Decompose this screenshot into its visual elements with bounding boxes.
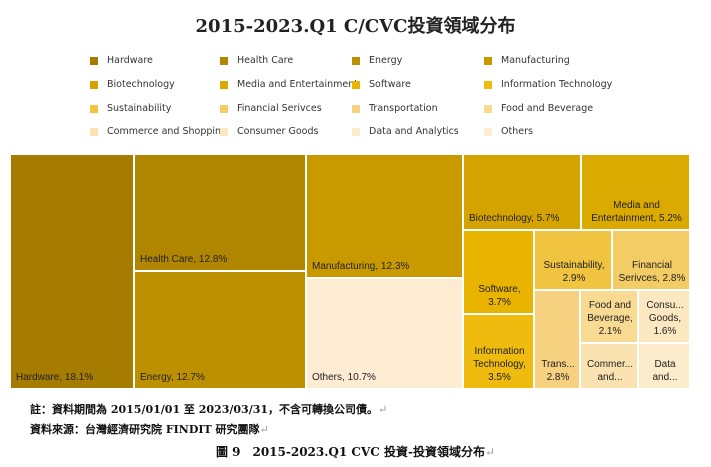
treemap-tile-label: Others, 10.7% bbox=[312, 372, 376, 383]
data-source-note: 資料來源：台灣經濟研究院 FINDIT 研究團隊↵ bbox=[30, 423, 269, 436]
legend-swatch bbox=[352, 56, 360, 65]
treemap-tile-label: Biotechnology, 5.7% bbox=[469, 213, 560, 224]
legend-swatch bbox=[484, 127, 492, 136]
legend-item: Data and Analytics bbox=[352, 126, 459, 137]
legend-label: Food and Beverage bbox=[501, 103, 594, 114]
treemap-tile-label: Hardware, 18.1% bbox=[16, 372, 94, 383]
treemap-tile: Manufacturing, 12.3% bbox=[306, 154, 463, 278]
treemap-tile: Consu... Goods, 1.6% bbox=[638, 290, 690, 343]
legend-item: Others bbox=[484, 126, 533, 137]
treemap-tile: Food and Beverage, 2.1% bbox=[580, 290, 638, 343]
treemap-tile: Trans... 2.8% bbox=[534, 290, 580, 389]
legend-label: Sustainability bbox=[107, 103, 172, 114]
treemap-tile: Commer... and... bbox=[580, 343, 638, 389]
treemap-tile: Energy, 12.7% bbox=[134, 271, 306, 389]
legend-label: Data and Analytics bbox=[369, 126, 459, 137]
legend-item: Biotechnology bbox=[90, 79, 175, 90]
treemap-tile-label: Software, 3.7% bbox=[478, 284, 521, 308]
treemap-tile-label: Energy, 12.7% bbox=[140, 372, 205, 383]
legend-item: Manufacturing bbox=[484, 55, 570, 66]
legend-label: Commerce and Shopping bbox=[107, 126, 228, 137]
legend-label: Media and Entertainment bbox=[237, 79, 358, 90]
treemap: Hardware, 18.1% Health Care, 12.8% Energy,… bbox=[10, 154, 690, 389]
legend-swatch bbox=[90, 80, 98, 89]
legend-item: Software bbox=[352, 79, 411, 90]
legend: Hardware Health Care Energy Manufacturing Bi… bbox=[90, 55, 650, 145]
treemap-tile-label: Consu... Goods, 1.6% bbox=[646, 300, 684, 337]
legend-label: Others bbox=[501, 126, 533, 137]
legend-swatch bbox=[220, 80, 228, 89]
legend-label: Energy bbox=[369, 55, 403, 66]
treemap-tile: Biotechnology, 5.7% bbox=[463, 154, 581, 230]
legend-label: Software bbox=[369, 79, 411, 90]
treemap-tile: Hardware, 18.1% bbox=[10, 154, 134, 389]
legend-item: Consumer Goods bbox=[220, 126, 318, 137]
legend-label: Information Technology bbox=[501, 79, 613, 90]
legend-swatch bbox=[352, 80, 360, 89]
treemap-tile-label: Media and Entertainment, 5.2% bbox=[591, 200, 682, 224]
legend-item: Health Care bbox=[220, 55, 293, 66]
figure-caption: 圖 9 2015-2023.Q1 CVC 投資-投資領域分布↵ bbox=[215, 445, 496, 459]
legend-swatch bbox=[220, 104, 228, 113]
legend-item: Food and Beverage bbox=[484, 103, 593, 114]
legend-label: Biotechnology bbox=[107, 79, 175, 90]
legend-label: Transportation bbox=[369, 103, 438, 114]
treemap-tile: Information Technology, 3.5% bbox=[463, 314, 534, 389]
legend-item: Hardware bbox=[90, 55, 153, 66]
treemap-tile-label: Health Care, 12.8% bbox=[140, 254, 228, 265]
legend-label: Financial Serivces bbox=[237, 103, 322, 114]
legend-label: Manufacturing bbox=[501, 55, 570, 66]
legend-item: Media and Entertainment bbox=[220, 79, 358, 90]
treemap-tile-label: Trans... 2.8% bbox=[541, 359, 575, 383]
legend-swatch bbox=[90, 56, 98, 65]
legend-swatch bbox=[90, 104, 98, 113]
chart-title: 2015-2023.Q1 C/CVC投資領域分布 bbox=[195, 16, 516, 37]
legend-item: Transportation bbox=[352, 103, 438, 114]
treemap-tile: Software, 3.7% bbox=[463, 230, 534, 314]
treemap-tile: Sustainability, 2.9% bbox=[534, 230, 612, 290]
treemap-tile-label: Financial Serivces, 2.8% bbox=[618, 260, 686, 284]
treemap-tile: Media and Entertainment, 5.2% bbox=[581, 154, 690, 230]
treemap-tile-label: Food and Beverage, 2.1% bbox=[587, 300, 633, 337]
legend-label: Hardware bbox=[107, 55, 153, 66]
treemap-tile-label: Commer... and... bbox=[586, 359, 634, 383]
legend-swatch bbox=[220, 127, 228, 136]
data-period-note: 註：資料期間為 2015/01/01 至 2023/03/31，不含可轉換公司債… bbox=[30, 403, 388, 416]
legend-swatch bbox=[220, 56, 228, 65]
legend-swatch bbox=[484, 56, 492, 65]
legend-item: Sustainability bbox=[90, 103, 171, 114]
legend-swatch bbox=[484, 80, 492, 89]
legend-label: Consumer Goods bbox=[237, 126, 319, 137]
legend-item: Energy bbox=[352, 55, 402, 66]
legend-item: Commerce and Shopping bbox=[90, 126, 227, 137]
treemap-tile-label: Data and... bbox=[652, 359, 678, 383]
treemap-tile-label: Sustainability, 2.9% bbox=[543, 260, 605, 284]
treemap-tile-label: Manufacturing, 12.3% bbox=[312, 261, 410, 272]
legend-swatch bbox=[352, 127, 360, 136]
legend-label: Health Care bbox=[237, 55, 294, 66]
legend-item: Financial Serivces bbox=[220, 103, 322, 114]
treemap-tile: Data and... bbox=[638, 343, 690, 389]
treemap-tile: Others, 10.7% bbox=[306, 278, 463, 389]
legend-swatch bbox=[484, 104, 492, 113]
legend-item: Information Technology bbox=[484, 79, 612, 90]
legend-swatch bbox=[90, 127, 98, 136]
legend-swatch bbox=[352, 104, 360, 113]
treemap-tile-label: Information Technology, 3.5% bbox=[473, 346, 526, 383]
treemap-tile: Health Care, 12.8% bbox=[134, 154, 306, 271]
treemap-tile: Financial Serivces, 2.8% bbox=[612, 230, 690, 290]
